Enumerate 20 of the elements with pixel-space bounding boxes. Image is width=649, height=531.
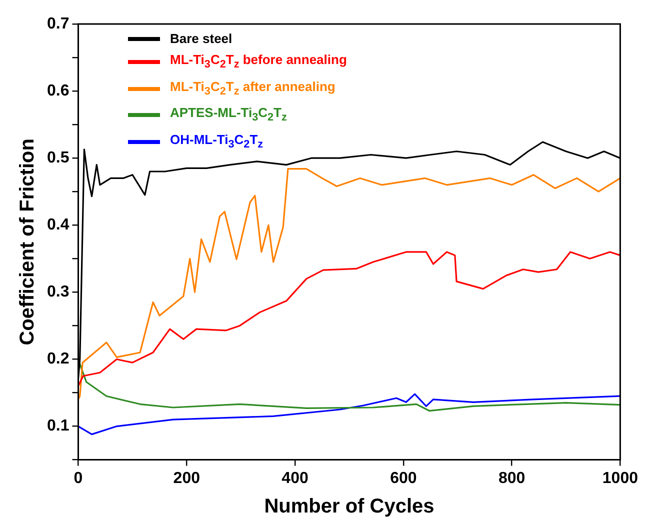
x-tick-label: 1000 <box>602 470 638 487</box>
x-tick-label: 0 <box>74 470 83 487</box>
legend-label: ML-Ti$_{3}$C$_{2}$T$_{z}$ after annealing <box>170 78 336 100</box>
x-tick-label: 600 <box>390 470 417 487</box>
legend-label: Bare steel <box>170 30 232 48</box>
x-tick-label: 800 <box>498 470 526 487</box>
x-axis-title: Number of Cycles <box>264 496 434 518</box>
y-tick-label: 0.4 <box>46 216 70 234</box>
legend-label: ML-Ti$_{3}$C$_{2}$T$_{z}$ before annealing <box>170 51 347 73</box>
y-tick-label: 0.2 <box>46 350 70 368</box>
y-tick-label: 0.5 <box>46 150 70 166</box>
y-tick-label: 0.1 <box>46 418 70 435</box>
legend-label: APTES-ML-Ti$_{3}$C$_{2}$T$_{z}$ <box>170 104 287 126</box>
y-tick-label: 0.6 <box>46 82 70 100</box>
y-tick-label: 0.7 <box>46 15 70 32</box>
x-tick-label: 200 <box>173 470 200 487</box>
y-axis-title: Coefficient of Friction <box>16 138 39 346</box>
x-tick-label: 400 <box>282 470 308 487</box>
legend-label: OH-ML-Ti$_{3}$C$_{2}$T$_{z}$ <box>170 130 264 152</box>
y-tick-label: 0.3 <box>46 284 70 301</box>
